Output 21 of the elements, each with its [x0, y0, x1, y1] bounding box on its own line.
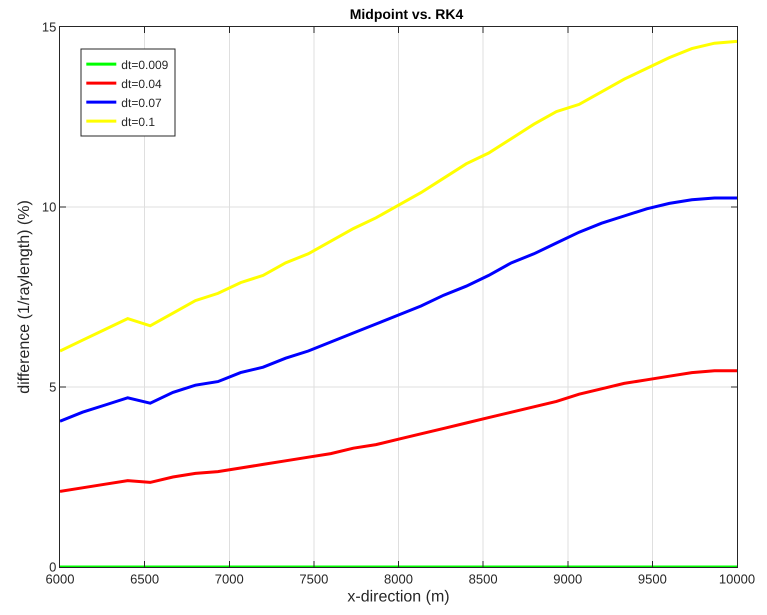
x-tick-label: 8000: [384, 572, 413, 587]
legend-label: dt=0.009: [121, 58, 169, 72]
line-series: [60, 369, 737, 493]
legend-label: dt=0.1: [121, 114, 156, 129]
y-tick-label: 5: [49, 380, 56, 395]
y-tick-label: 15: [42, 20, 56, 35]
x-tick-label: 8500: [468, 572, 498, 587]
y-axis-title: difference (1/raylength) (%): [16, 200, 33, 394]
line-series: [60, 196, 737, 423]
legend-label: dt=0.04: [121, 76, 162, 91]
x-axis-title: x-direction (m): [347, 588, 450, 606]
x-tick-label: 9000: [553, 572, 582, 587]
x-tick-label: 7000: [214, 572, 244, 587]
x-tick-label: 6500: [130, 572, 160, 587]
x-tick-label: 9500: [638, 572, 667, 587]
legend-label: dt=0.07: [121, 96, 162, 110]
line-series: [60, 40, 737, 352]
chart-title: Midpoint vs. RK4: [350, 6, 464, 22]
x-tick-label: 7500: [299, 572, 328, 587]
x-tick-label: 10000: [718, 572, 756, 587]
y-tick-label: 10: [42, 200, 56, 215]
